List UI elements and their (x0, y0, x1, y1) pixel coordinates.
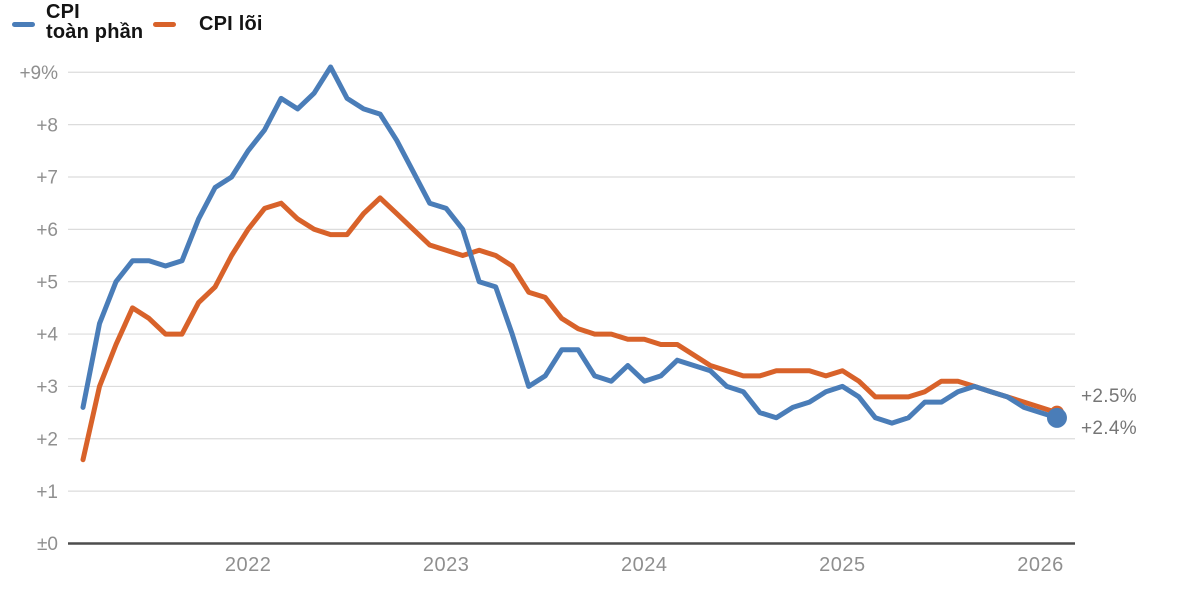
x-axis-tick-label: 2026 (1017, 554, 1064, 576)
y-axis-tick-label: +1 (36, 482, 58, 503)
core-series-label: CPI lõi (199, 13, 263, 35)
y-axis-tick-label: +4 (36, 325, 58, 346)
y-axis-tick-label: +8 (36, 115, 58, 136)
y-axis-tick-label: +5 (36, 272, 58, 293)
headline-series-swatch-icon (12, 22, 35, 27)
y-axis-tick-label: ±0 (37, 534, 58, 555)
x-axis-tick-label: 2022 (225, 554, 272, 576)
x-axis-tick-label: 2023 (423, 554, 470, 576)
core-end-value-label: +2.5% (1081, 386, 1137, 407)
y-axis-tick-label: +3 (36, 377, 58, 398)
y-axis-tick-label: +9% (19, 63, 58, 84)
core-series-swatch-icon (153, 22, 176, 27)
headline-line (80, 64, 1060, 426)
y-axis-tick-label: +7 (36, 168, 58, 189)
y-axis-tick-label: +6 (36, 220, 58, 241)
y-axis-tick-label: +2 (36, 429, 58, 450)
headline-series-label: CPI toàn phần (46, 1, 144, 43)
x-axis-tick-label: 2024 (621, 554, 668, 576)
headline-end-value-label: +2.4% (1081, 418, 1137, 439)
x-axis-tick-label: 2025 (819, 554, 866, 576)
headline-end-dot (1046, 407, 1067, 428)
core-line (80, 195, 1060, 463)
chart-legend: CPI toàn phần CPI lõi (0, 0, 320, 50)
